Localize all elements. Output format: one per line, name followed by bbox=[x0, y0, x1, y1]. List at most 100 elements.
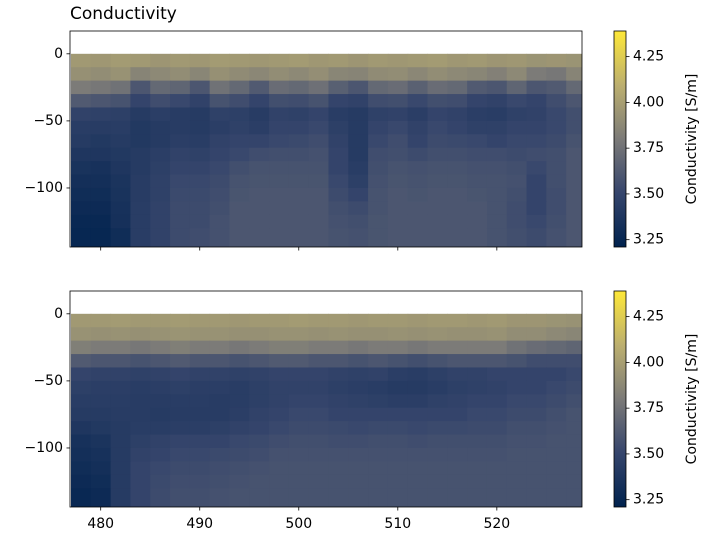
cell bbox=[526, 380, 547, 395]
cell bbox=[229, 488, 250, 507]
cell bbox=[110, 354, 131, 368]
cell bbox=[150, 421, 171, 436]
cell bbox=[229, 327, 250, 342]
cell bbox=[387, 394, 409, 409]
y-tick-label: −100 bbox=[25, 440, 63, 456]
cell bbox=[150, 407, 171, 422]
cell bbox=[407, 94, 429, 108]
cell bbox=[90, 201, 112, 216]
cell bbox=[288, 174, 310, 189]
cell bbox=[407, 488, 429, 507]
cell bbox=[170, 147, 191, 162]
cell bbox=[209, 394, 230, 409]
cell bbox=[328, 187, 349, 202]
cell bbox=[447, 461, 468, 476]
cell bbox=[170, 434, 191, 449]
cell bbox=[308, 67, 329, 82]
cell bbox=[70, 201, 92, 216]
cell bbox=[170, 174, 191, 189]
cell bbox=[150, 488, 171, 507]
cell bbox=[526, 120, 547, 135]
cell bbox=[546, 327, 567, 342]
cell bbox=[150, 80, 171, 95]
cell bbox=[447, 161, 468, 176]
cell bbox=[546, 214, 567, 229]
cell bbox=[229, 147, 250, 162]
cell bbox=[407, 434, 429, 449]
cell bbox=[407, 120, 429, 135]
cell bbox=[209, 80, 230, 95]
cell bbox=[288, 313, 310, 328]
cell bbox=[269, 67, 290, 82]
cell bbox=[308, 394, 329, 409]
cell bbox=[348, 201, 369, 216]
cell bbox=[130, 187, 151, 202]
cell bbox=[209, 174, 230, 189]
cell bbox=[249, 394, 270, 409]
cell bbox=[90, 94, 112, 108]
cell bbox=[368, 354, 389, 368]
cell bbox=[506, 394, 528, 409]
cell bbox=[110, 327, 131, 342]
cell bbox=[526, 394, 547, 409]
cell bbox=[249, 120, 270, 135]
cell bbox=[328, 161, 349, 176]
cell bbox=[150, 161, 171, 176]
cell bbox=[308, 174, 329, 189]
cell bbox=[566, 380, 582, 395]
cell bbox=[110, 488, 131, 507]
cell bbox=[209, 380, 230, 395]
cell bbox=[249, 313, 270, 328]
cell bbox=[249, 488, 270, 507]
cell bbox=[348, 53, 369, 68]
cell bbox=[150, 367, 171, 382]
cell bbox=[447, 394, 468, 409]
cell bbox=[407, 161, 429, 176]
cell bbox=[546, 380, 567, 395]
cell bbox=[130, 228, 151, 247]
cell bbox=[130, 120, 151, 135]
cell bbox=[328, 354, 349, 368]
cell bbox=[269, 447, 290, 462]
cell bbox=[526, 354, 547, 368]
cell bbox=[70, 313, 92, 328]
cell bbox=[70, 447, 92, 462]
cell bbox=[170, 134, 191, 149]
cell bbox=[407, 394, 429, 409]
cell bbox=[269, 367, 290, 382]
cell bbox=[249, 327, 270, 342]
cell bbox=[130, 53, 151, 68]
cell bbox=[447, 488, 468, 507]
cell bbox=[368, 474, 389, 489]
cell bbox=[368, 327, 389, 342]
cell bbox=[486, 120, 508, 135]
cell bbox=[110, 147, 131, 162]
cell bbox=[70, 120, 92, 135]
cell bbox=[506, 461, 528, 476]
cell bbox=[348, 488, 369, 507]
cell bbox=[189, 228, 211, 247]
cell bbox=[209, 214, 230, 229]
cell bbox=[467, 394, 488, 409]
cell bbox=[170, 53, 191, 68]
cell bbox=[229, 120, 250, 135]
cell bbox=[427, 53, 448, 68]
cell bbox=[288, 447, 310, 462]
cell bbox=[427, 313, 448, 328]
cell bbox=[288, 53, 310, 68]
cell bbox=[486, 327, 508, 342]
cell bbox=[486, 201, 508, 216]
cell bbox=[467, 354, 488, 368]
cell bbox=[387, 380, 409, 395]
cell bbox=[249, 147, 270, 162]
cell bbox=[506, 67, 528, 82]
cell bbox=[269, 407, 290, 422]
cell bbox=[348, 474, 369, 489]
cell bbox=[506, 434, 528, 449]
cell bbox=[308, 407, 329, 422]
cell bbox=[506, 354, 528, 368]
cell bbox=[249, 174, 270, 189]
cell bbox=[269, 187, 290, 202]
cell bbox=[566, 201, 582, 216]
colorbar-tick-label: 3.75 bbox=[633, 140, 664, 156]
